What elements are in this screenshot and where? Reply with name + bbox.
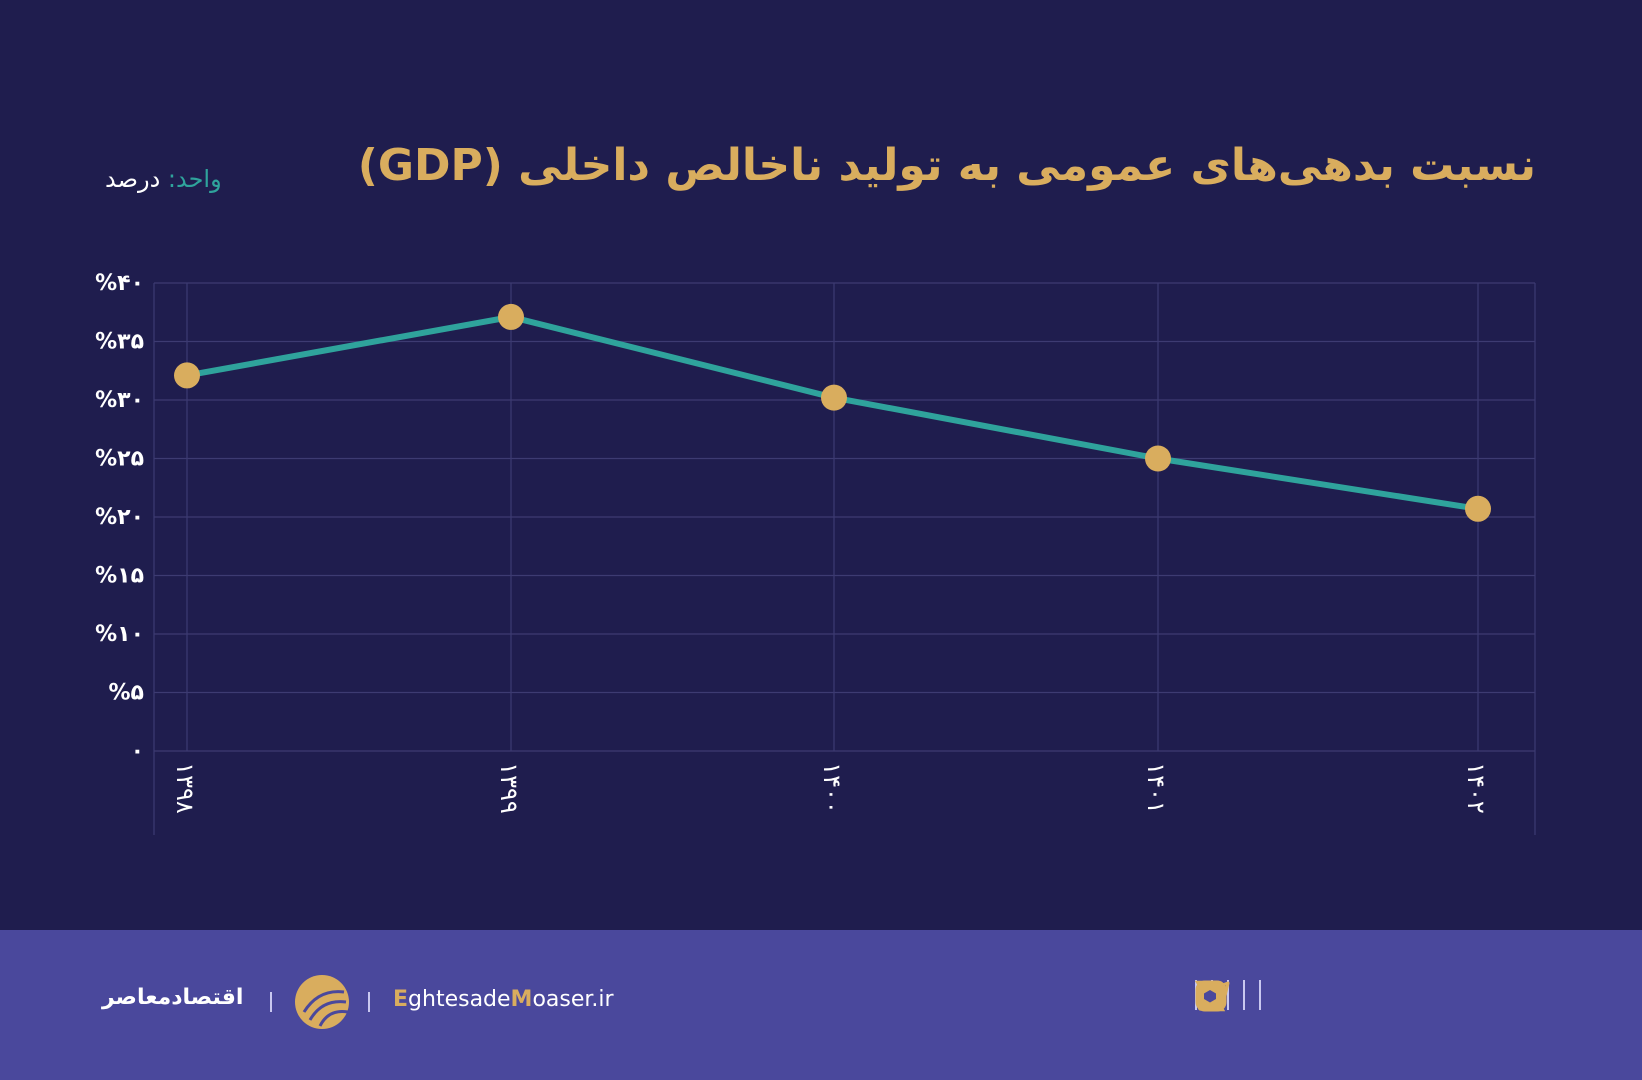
data-point [821, 384, 847, 411]
website-link[interactable]: EghtesadeMoaser.ir [393, 987, 614, 1012]
divider [368, 992, 370, 1012]
unit-key: واحد: [167, 165, 222, 193]
x-tick-label: ۱۴۰۱ [1142, 762, 1170, 814]
y-tick-label: %۳۰ [95, 388, 144, 413]
divider [1259, 980, 1261, 1010]
y-tick-label: %۱۰ [95, 622, 144, 647]
data-point [1145, 445, 1171, 472]
unit-label: واحد: درصد [105, 165, 222, 193]
y-tick-label: %۲۰ [95, 505, 144, 530]
site-m: M [510, 987, 533, 1012]
y-tick-label: %۵ [109, 681, 144, 706]
data-point [174, 362, 200, 389]
y-tick-label: ۰ [131, 739, 144, 764]
x-tick-label: ۱۳۹۸ [171, 762, 199, 814]
unit-value: درصد [105, 165, 161, 193]
x-tick-label: ۱۴۰۰ [818, 762, 846, 814]
divider [1243, 980, 1245, 1010]
series-line [186, 313, 1479, 512]
y-tick-label: %۲۵ [95, 447, 144, 472]
site-part1: ghtesade [408, 987, 511, 1012]
social-icons [1195, 980, 1261, 1012]
divider [1227, 980, 1229, 1010]
logo-icon [295, 975, 349, 1029]
rubika-icon[interactable] [1195, 980, 1225, 1012]
brand-name: اقتصادمعاصر [102, 985, 244, 1010]
divider [270, 992, 272, 1012]
data-point [1465, 495, 1491, 522]
chart-title: نسبت بدهی‌های عمومی به تولید ناخالص داخل… [357, 140, 1536, 191]
data-point [498, 303, 524, 330]
site-part2: oaser.ir [532, 987, 614, 1012]
y-tick-label: %۱۵ [95, 564, 144, 589]
footer: اقتصادمعاصر EghtesadeMoaser.ir [0, 930, 1642, 1080]
x-tick-label: ۱۳۹۹ [495, 762, 523, 814]
y-tick-label: %۳۵ [95, 330, 144, 355]
x-tick-label: ۱۴۰۲ [1462, 762, 1490, 814]
site-e: E [393, 987, 409, 1012]
y-tick-label: %۴۰ [95, 271, 144, 296]
line-chart: ۰ %۵ %۱۰ %۱۵ %۲۰ %۲۵ %۳۰ %۳۵ %۴۰ ۱۳۹۸ ۱۳۹۹ ۱۴۰۰ ۱۴۰۱… [95, 271, 1536, 835]
